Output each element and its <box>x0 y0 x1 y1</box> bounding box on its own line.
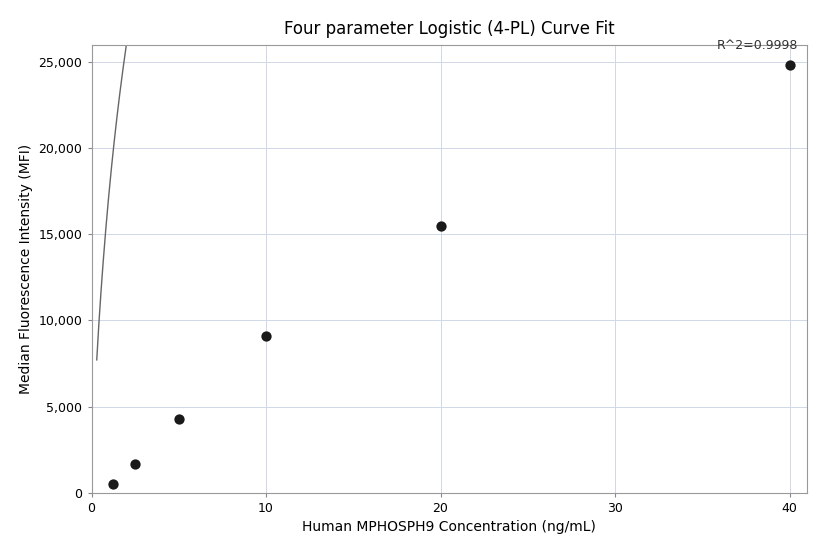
Point <box>260 332 273 340</box>
Point <box>434 221 448 230</box>
Y-axis label: Median Fluorescence Intensity (MFI): Median Fluorescence Intensity (MFI) <box>19 144 33 394</box>
Text: R^2=0.9998: R^2=0.9998 <box>717 39 799 52</box>
Point <box>128 459 141 468</box>
Title: Four parameter Logistic (4-PL) Curve Fit: Four parameter Logistic (4-PL) Curve Fit <box>284 20 615 38</box>
Point <box>783 61 796 70</box>
X-axis label: Human MPHOSPH9 Concentration (ng/mL): Human MPHOSPH9 Concentration (ng/mL) <box>302 520 597 534</box>
Point <box>172 414 186 423</box>
Point <box>106 480 120 489</box>
